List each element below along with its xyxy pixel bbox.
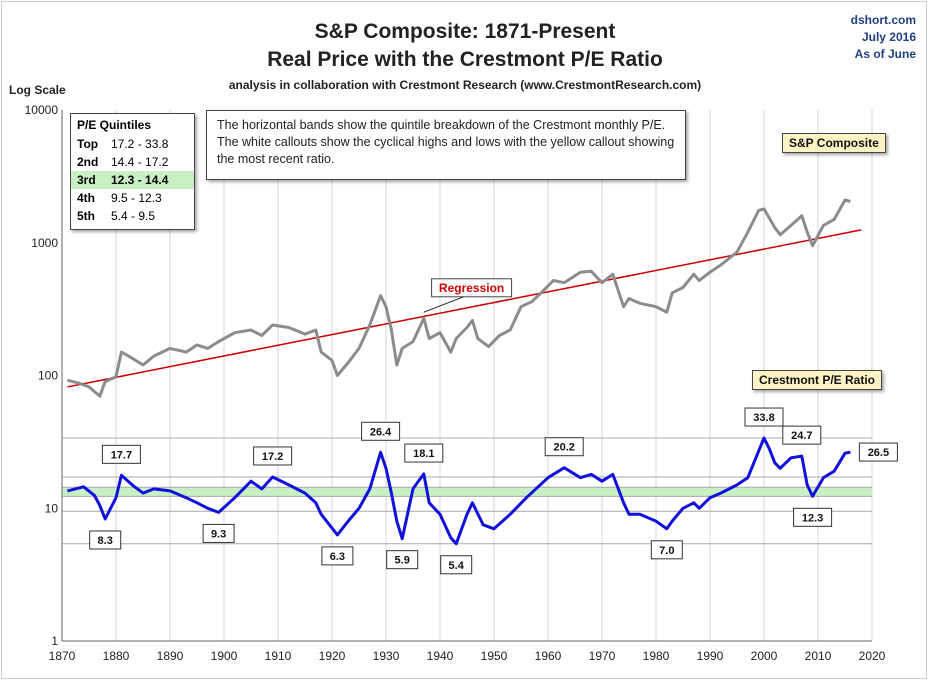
y-tick-label: 100 [38, 369, 58, 383]
source-line3: As of June [854, 47, 916, 61]
explanation-note: The horizontal bands show the quintile b… [206, 110, 686, 180]
callout-label: 26.4 [370, 426, 392, 438]
x-tick-label: 1890 [157, 649, 184, 663]
x-tick-label: 1970 [589, 649, 616, 663]
quintiles-legend: P/E Quintiles Top 17.2 - 33.8 2nd 14.4 - 1… [70, 113, 195, 230]
quintile-row: Top 17.2 - 33.8 [71, 135, 194, 153]
callout-box [650, 540, 683, 560]
callout-box [782, 425, 822, 445]
callout-box [89, 530, 122, 550]
x-tick-label: 1930 [373, 649, 400, 663]
callout-label: 5.9 [395, 555, 410, 567]
source-line1: dshort.com [850, 13, 916, 27]
x-tick-label: 1980 [643, 649, 670, 663]
callout-label: 18.1 [413, 448, 434, 460]
y-tick-label: 10000 [25, 103, 59, 117]
regression-label: Regression [439, 281, 504, 295]
y-tick-label: 1 [51, 634, 58, 648]
quintile-label: 2nd [77, 155, 99, 169]
quintile-band-3rd [62, 487, 872, 497]
callout-label: 26.5 [868, 447, 889, 459]
pe-ratio-line [67, 436, 851, 546]
sp-composite-line [67, 198, 851, 398]
x-tick-label: 1910 [265, 649, 292, 663]
quintile-range: 14.4 - 17.2 [111, 155, 169, 169]
callout-label: 8.3 [98, 535, 113, 547]
x-tick-label: 2000 [751, 649, 778, 663]
source-credit: dshort.com July 2016 As of June [851, 12, 916, 63]
callout-box [361, 421, 401, 441]
x-tick-label: 2020 [859, 649, 886, 663]
callout-label: 17.7 [111, 449, 132, 461]
callout-box [202, 523, 235, 543]
callout-label: 33.8 [753, 412, 774, 424]
x-tick-label: 1990 [697, 649, 724, 663]
callout-label: 12.3 [802, 512, 823, 524]
callout-box [101, 444, 141, 464]
chart-title: S&P Composite: 1871-Present [314, 20, 616, 43]
quintile-row: 2nd 14.4 - 17.2 [71, 153, 194, 171]
quintile-label: 4th [77, 191, 95, 205]
callout-label: 9.3 [211, 528, 226, 540]
quintile-label: Top [77, 137, 99, 151]
quintile-row-highlighted: 3rd 12.3 - 14.4 [71, 171, 194, 189]
x-tick-label: 1870 [49, 649, 76, 663]
callout-box [440, 555, 473, 575]
callout-label: 24.7 [791, 430, 812, 442]
quintile-label: 5th [77, 209, 95, 223]
sp-composite-label: S&P Composite [782, 133, 886, 153]
callout-label: 5.4 [449, 560, 465, 572]
callout-box [321, 546, 354, 566]
regression-pointer [423, 296, 464, 313]
source-line2: July 2016 [861, 30, 916, 44]
quintiles-heading: P/E Quintiles [77, 118, 152, 132]
y-tick-label: 10 [45, 501, 59, 515]
x-tick-label: 1960 [535, 649, 562, 663]
regression-line [67, 229, 862, 388]
x-tick-label: 1920 [319, 649, 346, 663]
quintile-range: 5.4 - 9.5 [111, 209, 156, 223]
x-tick-label: 1900 [211, 649, 238, 663]
callout-label: 17.2 [262, 451, 283, 463]
quintile-range: 12.3 - 14.4 [111, 173, 169, 187]
quintile-label: 3rd [77, 173, 96, 187]
callout-box [544, 437, 584, 457]
x-tick-label: 1940 [427, 649, 454, 663]
callout-label: 20.2 [553, 442, 574, 454]
callout-box [253, 446, 293, 466]
regression-label-box [431, 278, 513, 298]
pe-ratio-label: Crestmont P/E Ratio [752, 370, 883, 390]
quintile-range: 9.5 - 12.3 [111, 191, 162, 205]
quintile-row: 5th 5.4 - 9.5 [71, 207, 194, 225]
quintile-range: 17.2 - 33.8 [111, 137, 169, 151]
callout-label: 7.0 [659, 545, 674, 557]
callout-box [386, 550, 419, 570]
y-axis-scale-label: Log Scale [9, 83, 66, 97]
chart-title-line2: Real Price with the Crestmont P/E Ratio [267, 48, 663, 71]
chart-subtitle: analysis in collaboration with Crestmont… [228, 78, 702, 92]
y-tick-label: 1000 [31, 236, 58, 250]
callout-box [744, 407, 784, 427]
x-tick-label: 1880 [103, 649, 130, 663]
callout-box [793, 507, 833, 527]
quintile-row: 4th 9.5 - 12.3 [71, 189, 194, 207]
callout-box [404, 443, 444, 463]
x-tick-label: 1950 [481, 649, 508, 663]
callout-box [858, 442, 898, 462]
callout-label: 6.3 [330, 551, 345, 563]
x-tick-label: 2010 [805, 649, 832, 663]
